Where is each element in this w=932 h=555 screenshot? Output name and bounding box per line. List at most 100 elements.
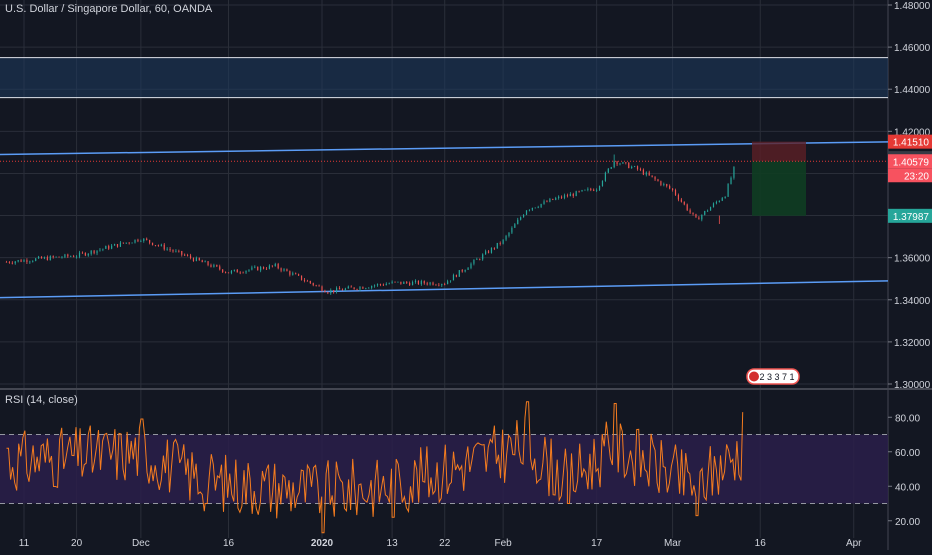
candle-body [113,244,116,246]
candle-body [371,286,373,288]
candle-body [87,253,89,256]
candle-body [631,166,633,169]
candle-body [143,238,145,241]
candle-body [260,267,262,271]
candle-body [333,290,335,293]
rsi-pane [0,401,888,534]
x-tick-label: Feb [495,538,513,549]
candle-body [303,279,306,281]
candle-body [552,198,554,200]
candle-body [102,248,104,250]
candle-body [20,260,22,262]
candle-body [657,179,659,182]
candle-body [458,270,460,277]
candle-body [660,181,662,185]
candle-body [40,256,43,259]
candle-body [674,189,677,195]
candle-body [698,217,700,220]
candle-body [517,219,519,225]
candle-body [493,247,495,249]
candle-body [29,261,31,263]
candle-body [707,210,709,212]
candle-body [8,261,10,263]
stop-zone [752,141,806,162]
candle-body [499,242,501,244]
candle-body [514,224,516,228]
candle-body [336,287,338,293]
candle-body [321,286,323,291]
candle-body [520,217,522,220]
price-label-text: 23:20 [904,171,929,182]
x-tick-label: 20 [71,538,83,549]
candle-body [192,258,195,262]
rsi-y-tick-label: 20.00 [895,517,920,528]
candle-body [701,214,703,220]
candle-body [353,287,355,290]
candle-body [543,201,545,204]
candle-body [26,260,28,263]
candle-body [423,281,425,284]
candle-body [522,214,525,218]
candle-body [17,260,19,262]
candle-body [277,263,279,269]
candle-body [99,249,101,251]
x-tick-label: 13 [387,538,399,549]
candle-body [429,282,431,285]
x-tick-label: 22 [439,538,451,549]
price-label-text: 1.40579 [893,157,930,168]
candle-body [651,175,653,177]
candle-body [432,282,434,285]
candle-body [254,266,256,268]
candle-body [292,273,294,275]
candle-body [347,286,349,289]
candle-body [274,263,276,267]
candle-body [601,180,604,186]
rsi-title: RSI (14, close) [5,394,78,406]
candle-body [350,286,352,288]
candles [5,154,735,295]
candle-body [505,235,507,240]
candle-body [257,266,259,271]
candle-body [248,269,250,271]
candle-body [344,288,346,291]
price-label-text: 1.37987 [893,212,930,223]
candle-body [581,190,583,192]
candle-body [435,284,437,286]
price-label-entry: 1.40579 [888,154,932,169]
x-tick-label: 2020 [311,538,334,549]
candle-body [134,239,136,243]
candle-body [119,242,122,247]
x-tick-label: 11 [19,538,30,549]
candle-body [283,269,285,271]
candle-body [78,252,81,257]
candle-body [271,265,273,267]
candle-body [216,264,218,267]
y-tick-label: 1.42000 [894,127,931,138]
candle-body [359,286,361,290]
candle-body [482,254,484,260]
candle-body [151,242,154,246]
candle-body [213,264,215,267]
candle-body [178,250,180,252]
badge-text: 2 3 3 7 1 [759,372,794,382]
candle-body [236,269,238,273]
candle-body [397,281,399,283]
zone-fill [0,57,888,98]
y-tick-label: 1.34000 [894,296,931,307]
candle-body [11,262,13,264]
candle-body [537,206,539,208]
candle-body [187,255,189,257]
candle-body [222,269,224,273]
candle-body [58,256,60,258]
candle-body [224,272,227,273]
rsi-line [6,401,744,534]
candle-body [406,281,408,283]
x-tick-label: Apr [846,538,862,549]
candle-body [181,251,183,255]
candle-body [195,257,197,262]
candle-body [230,270,233,274]
candle-body [175,250,177,252]
